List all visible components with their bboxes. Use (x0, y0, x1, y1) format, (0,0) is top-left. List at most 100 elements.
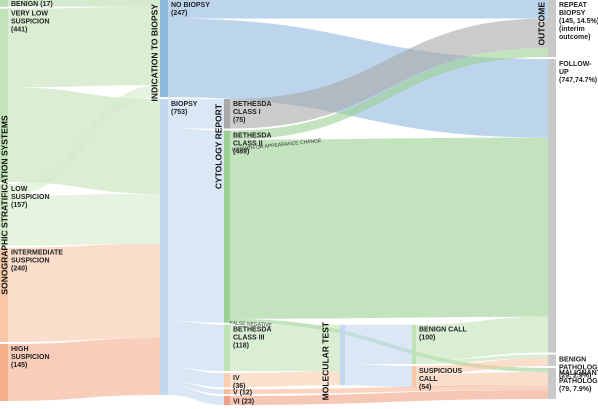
node-label: BIOPSY (559, 10, 586, 17)
link (345, 324, 412, 365)
link (168, 320, 224, 372)
node-label: BENIGN CALL (419, 327, 468, 334)
node (412, 366, 416, 388)
link (8, 193, 160, 246)
link (8, 0, 160, 7)
node-label: PATHOLOGY (559, 378, 598, 385)
node-value: (145) (11, 362, 27, 369)
node-label: SUSPICIOUS (419, 368, 463, 375)
node-label: BENIGN (11, 1, 38, 8)
node-value: (54) (419, 384, 431, 391)
node-value: (247) (171, 10, 187, 17)
node (412, 324, 416, 365)
node-label: V (233, 389, 238, 396)
link (416, 316, 548, 361)
link (230, 389, 548, 405)
link (8, 243, 160, 343)
node-label: BIOPSY (171, 101, 198, 108)
node-label: LOW (11, 186, 28, 193)
links (8, 0, 548, 405)
node-label: CLASS III (233, 335, 265, 342)
column-header: CYTOLOGY REPORT (213, 103, 223, 189)
link (230, 371, 340, 388)
node-value: (489) (233, 148, 249, 155)
node-value: (100) (419, 335, 435, 342)
link (230, 18, 548, 129)
node-label: MALIGNANT (559, 370, 598, 377)
link (230, 47, 548, 140)
node (340, 324, 345, 386)
link (168, 128, 224, 323)
node-value: (75) (233, 117, 245, 124)
node-value: (17) (40, 1, 52, 8)
node-label: IV (233, 375, 240, 382)
column-header: OUTCOME (536, 2, 546, 46)
node-label: CALL (419, 376, 438, 383)
node (160, 99, 168, 396)
node (0, 183, 8, 246)
node (224, 395, 230, 405)
node (224, 99, 230, 129)
node-label: CLASS I (233, 109, 261, 116)
link (230, 385, 548, 394)
node-label: REPEAT (559, 2, 588, 9)
node (0, 8, 8, 182)
link (8, 6, 160, 88)
node-label: SUSPICION (11, 258, 50, 265)
node-label: PATHOLOGY (559, 364, 598, 371)
link (168, 0, 548, 19)
node-label: FOLLOW- (559, 61, 592, 68)
node-value: (36) (233, 383, 245, 390)
node-label: CLASS II (233, 140, 263, 147)
node (548, 0, 556, 57)
node (0, 344, 8, 401)
link (8, 338, 160, 401)
node-label: SUSPICION (11, 354, 50, 361)
node-value: (79, 7.9%) (559, 386, 591, 393)
annotation: FALSE NEGATIVE (230, 320, 273, 328)
node (160, 0, 168, 98)
link (416, 354, 548, 365)
link (345, 364, 412, 388)
node-value: (118) (233, 343, 249, 350)
node (0, 0, 8, 7)
node-value: (12) (240, 389, 252, 396)
node-note: (interim (559, 26, 585, 33)
node-label: VERY LOW (11, 11, 48, 18)
node-label: VI (233, 398, 240, 405)
node-label: BETHESDA (233, 132, 272, 139)
column-header: SONOGRAPHIC STRATIFICATION SYSTEMS (0, 115, 9, 294)
link (416, 371, 548, 388)
node-value: (753) (171, 109, 187, 116)
nodes (0, 0, 556, 405)
link (416, 358, 548, 374)
node-value: (145, 14.5%) (559, 18, 598, 25)
link (168, 99, 224, 129)
node-value: (23) (242, 398, 254, 405)
node-note: outcome) (559, 34, 591, 41)
node-label: INTERMEDIATE (11, 250, 63, 257)
link (168, 381, 224, 394)
link (168, 385, 224, 405)
node (548, 354, 556, 366)
node (224, 373, 230, 388)
link (168, 367, 224, 388)
node-label: NO BIOPSY (171, 2, 210, 9)
link (8, 85, 160, 196)
node-value: (157) (11, 202, 27, 209)
node-value: (240) (11, 266, 27, 273)
node-label: SUSPICION (11, 19, 50, 26)
column-header: INDICATION TO BIOPSY (149, 4, 159, 102)
node (548, 58, 556, 353)
node-value: (29, 2.9%) (559, 372, 591, 379)
node (0, 247, 8, 343)
node-label: BETHESDA (233, 327, 272, 334)
node-label: HIGH (11, 346, 29, 353)
node-label: SUSPICION (11, 194, 50, 201)
node (224, 324, 230, 372)
node-value: (747,74.7%) (559, 77, 597, 84)
node (224, 389, 230, 394)
node (548, 367, 556, 399)
